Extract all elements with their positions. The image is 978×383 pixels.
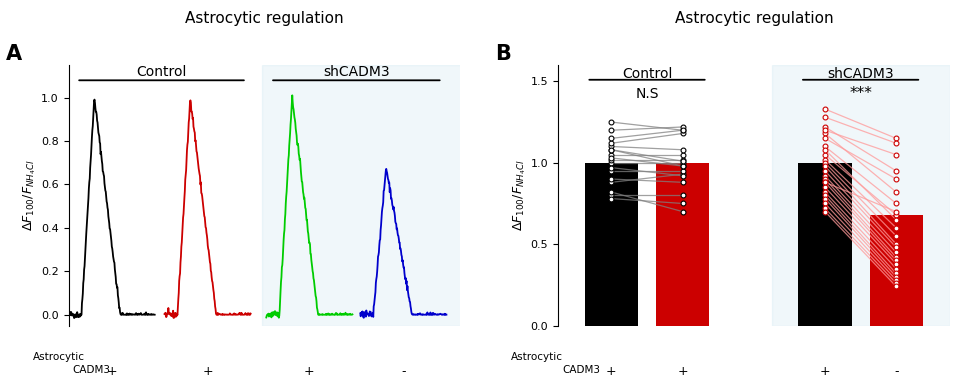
Text: CADM3: CADM3 (561, 365, 600, 375)
Text: Control: Control (621, 67, 672, 81)
Bar (868, 215, 922, 326)
Text: +: + (605, 365, 616, 378)
Text: Astrocytic regulation: Astrocytic regulation (185, 11, 343, 26)
Bar (655, 163, 709, 326)
Bar (584, 163, 638, 326)
Y-axis label: $\Delta F_{100}/F_{NH_4Cl}$: $\Delta F_{100}/F_{NH_4Cl}$ (511, 159, 527, 231)
Text: A: A (6, 44, 22, 64)
Text: CADM3: CADM3 (72, 365, 111, 375)
Text: Control: Control (136, 65, 187, 79)
Bar (797, 163, 851, 326)
Text: shCADM3: shCADM3 (323, 65, 389, 79)
Text: +: + (677, 365, 688, 378)
Text: Astrocytic: Astrocytic (33, 352, 85, 362)
Text: +: + (819, 365, 829, 378)
Text: N.S: N.S (635, 87, 658, 101)
Text: shCADM3: shCADM3 (826, 67, 893, 81)
Text: +: + (107, 365, 116, 378)
Text: -: - (893, 365, 898, 378)
Bar (262, 65, 464, 326)
Text: Astrocytic regulation: Astrocytic regulation (674, 11, 832, 26)
Text: ***: *** (848, 86, 871, 101)
Bar (771, 65, 949, 326)
Text: B: B (495, 44, 511, 64)
Text: -: - (401, 365, 405, 378)
Y-axis label: $\Delta F_{100}/F_{NH_4Cl}$: $\Delta F_{100}/F_{NH_4Cl}$ (22, 159, 38, 231)
Text: +: + (202, 365, 212, 378)
Text: +: + (304, 365, 314, 378)
Text: Astrocytic: Astrocytic (511, 352, 562, 362)
